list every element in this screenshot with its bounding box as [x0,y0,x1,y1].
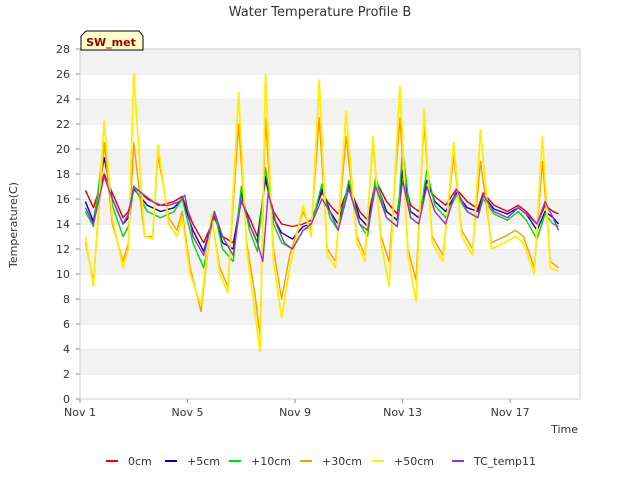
grid-band [80,149,580,174]
x-tick-label: Nov 5 [172,406,204,419]
legend-label: +10cm [251,455,291,468]
legend-label: +30cm [322,455,362,468]
series-line-TCtemp11 [84,175,560,263]
y-tick-label: 20 [56,143,70,156]
y-tick-label: 2 [63,368,70,381]
plot-frame [79,48,581,400]
x-tick-label: Nov 13 [383,406,422,419]
sw-met-annotation: SW_met [80,30,144,51]
grid-band [80,99,580,124]
grid-band [80,324,580,349]
x-axis-label: Time [550,423,578,436]
legend: 0cm +5cm +10cm +30cm +50cm TC_temp11 [106,455,536,468]
y-tick-label: 18 [56,168,70,181]
legend-label: TC_temp11 [473,455,536,468]
annotation-label: SW_met [86,36,136,49]
y-tick-label: 8 [63,293,70,306]
grid-band [80,349,580,374]
x-axis: Nov 1 Nov 5 Nov 9 Nov 13 Nov 17 [64,399,530,419]
y-tick-label: 14 [56,218,70,231]
grid-band [80,124,580,149]
legend-label: 0cm [128,455,152,468]
grid-band [80,374,580,399]
annotation-box [80,30,144,51]
grid-band [80,74,580,99]
y-tick-label: 22 [56,118,70,131]
y-tick-label: 10 [56,268,70,281]
y-tick-label: 0 [63,393,70,406]
chart-title: Water Temperature Profile B [229,5,412,20]
y-tick-label: 4 [63,343,70,356]
grid-bands [80,48,580,399]
y-tick-label: 26 [56,68,70,81]
y-tick-label: 28 [56,43,70,56]
x-tick-label: Nov 9 [279,406,311,419]
y-tick-label: 24 [56,93,70,106]
y-tick-label: 12 [56,243,70,256]
grid-band [80,224,580,249]
grid-band [80,299,580,324]
grid-band [80,274,580,299]
y-tick-label: 6 [63,318,70,331]
plot-series [84,73,560,353]
x-tick-label: Nov 1 [64,406,96,419]
legend-label: +5cm [187,455,220,468]
grid-band [80,49,580,74]
legend-label: +50cm [394,455,434,468]
x-tick-label: Nov 17 [491,406,530,419]
y-tick-label: 16 [56,193,70,206]
series-line-50cm [84,73,559,353]
y-axis-label: Temperature(C) [7,182,20,269]
